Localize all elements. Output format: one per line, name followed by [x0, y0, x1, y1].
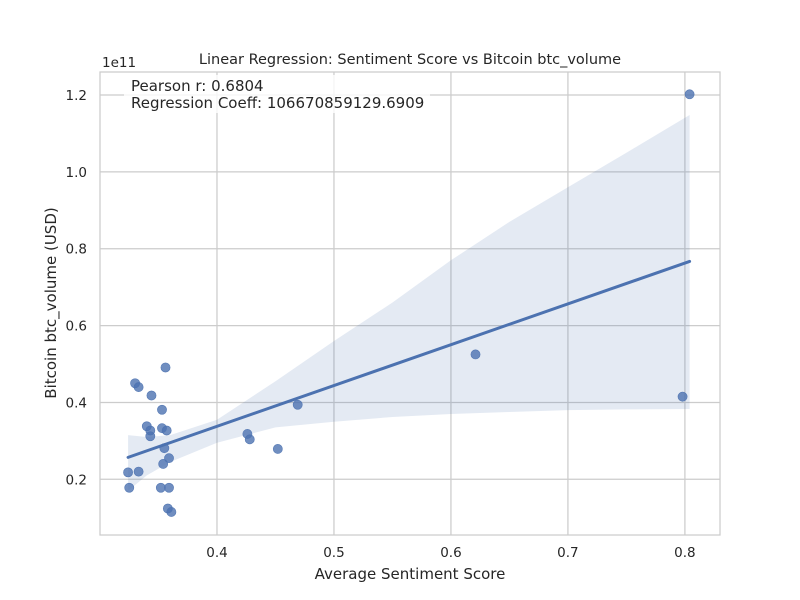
y-axis-label: Bitcoin btc_volume (USD)	[42, 207, 61, 398]
y-offset-label: 1e11	[102, 55, 136, 71]
confidence-band	[128, 115, 690, 491]
scatter-point	[244, 434, 255, 445]
y-tick-labels: 0.2 0.4 0.6 0.8 1.0 1.2	[66, 88, 87, 488]
regression-line	[126, 259, 692, 459]
scatter-points	[123, 89, 695, 517]
scatter-point	[161, 425, 172, 436]
x-tick-label: 0.8	[674, 545, 695, 561]
scatter-point	[123, 467, 133, 478]
regression-line-group	[126, 259, 692, 459]
y-tick-label: 0.8	[66, 242, 87, 258]
scatter-point	[292, 399, 303, 410]
y-tick-label: 0.2	[66, 472, 87, 488]
scatter-point	[157, 404, 167, 415]
confidence-band-area	[128, 115, 690, 491]
x-tick-label: 0.7	[557, 545, 578, 561]
scatter-point	[158, 459, 169, 469]
x-tick-label: 0.4	[206, 545, 227, 561]
x-tick-label: 0.6	[440, 545, 461, 561]
scatter-point	[160, 362, 171, 373]
chart-title: Linear Regression: Sentiment Score vs Bi…	[199, 52, 621, 68]
scatter-point	[145, 425, 156, 436]
scatter-point	[133, 466, 144, 477]
x-axis-label: Average Sentiment Score	[315, 565, 506, 583]
scatter-point	[155, 482, 166, 493]
x-tick-labels: 0.4 0.5 0.6 0.7 0.8	[206, 545, 695, 561]
plot-area-frame	[99, 71, 721, 536]
scatter-point	[470, 349, 481, 360]
y-tick-label: 0.4	[66, 395, 87, 411]
annotation-pearson: Pearson r: 0.6804	[131, 77, 264, 95]
scatter-point	[166, 507, 177, 517]
scatter-point	[164, 482, 174, 493]
x-tick-label: 0.5	[323, 545, 344, 561]
scatter-point	[146, 390, 157, 401]
scatter-point	[133, 382, 144, 392]
y-tick-label: 1.0	[66, 165, 87, 181]
y-tick-label: 1.2	[66, 88, 87, 104]
annotation-box	[124, 75, 430, 113]
scatter-point	[164, 453, 174, 464]
annotation-coeff: Regression Coeff: 106670859129.6909	[131, 94, 424, 112]
scatter-point	[684, 89, 695, 100]
scatter-point	[124, 482, 135, 493]
scatter-point	[272, 444, 283, 454]
scatter-point	[677, 391, 688, 402]
y-tick-label: 0.6	[66, 319, 87, 335]
